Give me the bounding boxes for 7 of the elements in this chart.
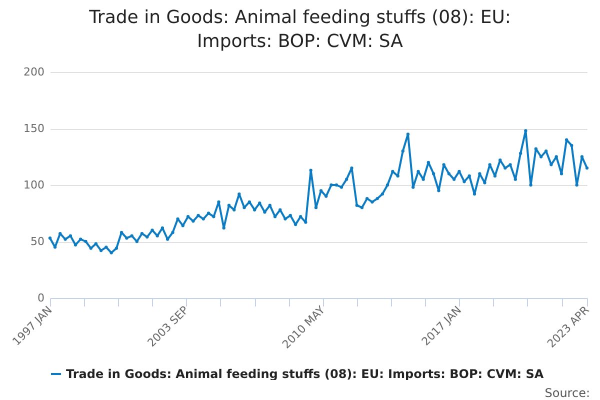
y-tick-label: 150: [24, 122, 44, 135]
chart-title: Trade in Goods: Animal feeding stuffs (08): EU: Imports: BOP: CVM: SA: [88, 6, 512, 54]
source-note: Source:: [544, 386, 590, 400]
y-tick-label: 200: [24, 66, 44, 78]
y-tick-label: 0: [38, 292, 44, 304]
y-tick-label: 50: [30, 235, 44, 248]
y-tick-label: 100: [24, 178, 44, 192]
